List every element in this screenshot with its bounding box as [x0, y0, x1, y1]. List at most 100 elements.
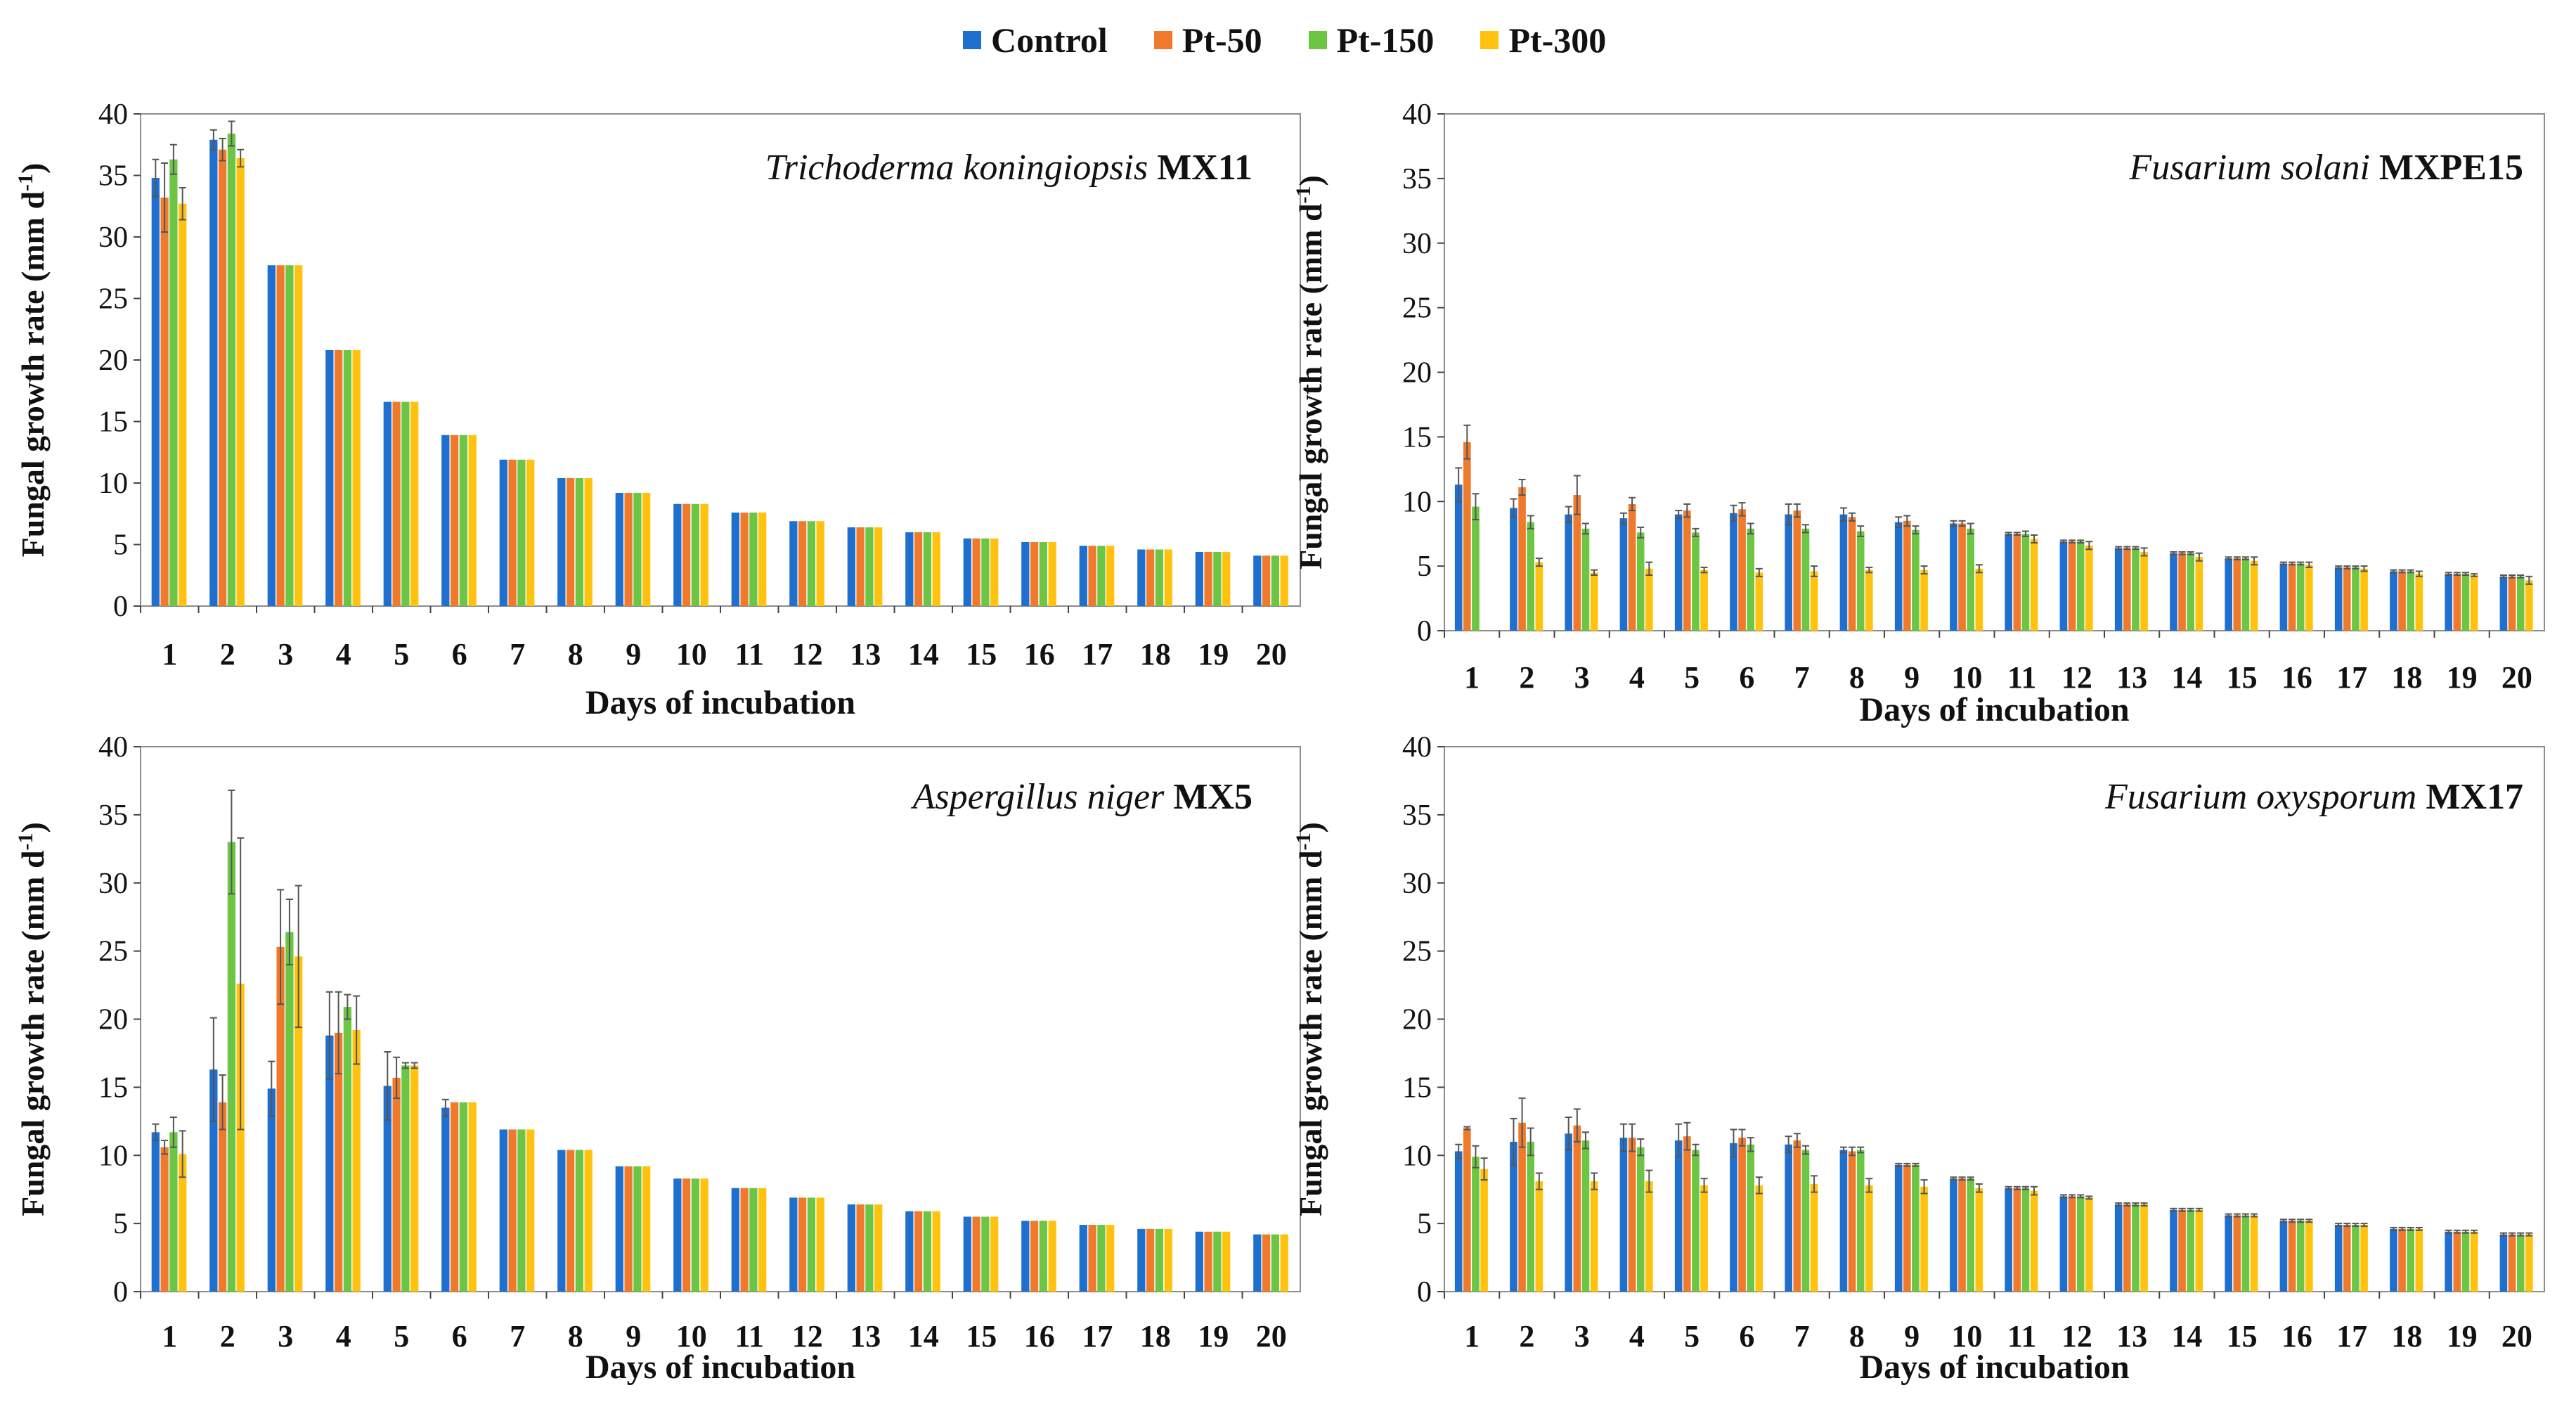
bar-pt-150: [691, 1178, 700, 1292]
bar-pt-50: [2178, 1209, 2186, 1292]
y-tick-label: 35: [1402, 799, 1432, 832]
bar-pt-300: [236, 158, 245, 606]
bar-pt-300: [1048, 1221, 1056, 1292]
bar-pt-150: [2296, 1221, 2305, 1292]
bar-control: [1021, 1221, 1030, 1292]
y-tick-label: 15: [98, 1072, 128, 1104]
bar-pt-50: [1146, 1228, 1155, 1292]
x-tick-label: 12: [792, 637, 823, 671]
bar-pt-150: [807, 1197, 816, 1292]
bar-control: [267, 1088, 276, 1292]
bar-control: [2499, 1234, 2508, 1292]
legend-label-control: Control: [991, 20, 1108, 60]
y-tick-label: 5: [1417, 551, 1432, 583]
y-tick-label: 5: [113, 529, 128, 562]
bar-pt-50: [160, 198, 169, 606]
bar-pt-300: [584, 478, 593, 606]
bar-control: [2005, 534, 2012, 631]
bar-control: [2225, 1215, 2232, 1292]
x-tick-label: 1: [162, 1319, 177, 1353]
x-tick-label: 18: [1140, 1319, 1171, 1353]
x-tick-label: 5: [1684, 1319, 1700, 1353]
x-tick-label: 9: [626, 637, 641, 671]
bar-pt-300: [990, 538, 999, 606]
bar-pt-150: [1912, 529, 1920, 631]
bar-pt-150: [1527, 522, 1535, 631]
x-tick-label: 7: [510, 1319, 525, 1353]
bar-pt-150: [2296, 563, 2305, 631]
bar-pt-300: [526, 459, 535, 606]
legend-item-pt-150: Pt-150: [1308, 20, 1434, 60]
x-tick-label: 13: [850, 637, 881, 671]
bar-control: [2334, 1225, 2343, 1292]
y-axis-label: Fungal growth rate (mm d-1): [14, 163, 51, 558]
y-tick-label: 25: [1402, 292, 1432, 325]
bar-pt-50: [856, 1204, 865, 1292]
y-tick-label: 30: [98, 868, 128, 900]
bar-control: [673, 1178, 682, 1292]
bar-pt-300: [1755, 1185, 1763, 1292]
bar-pt-300: [410, 1065, 419, 1292]
bar-control: [1950, 1178, 1957, 1292]
bar-control: [209, 1069, 218, 1292]
bar-pt-300: [410, 401, 419, 606]
bar-pt-300: [1645, 568, 1653, 631]
bar-pt-50: [1573, 1125, 1581, 1292]
x-axis-label: Days of incubation: [585, 1349, 855, 1386]
bar-pt-50: [218, 1102, 227, 1292]
bar-pt-50: [1628, 503, 1636, 631]
x-tick-label: 1: [1464, 660, 1480, 695]
bar-pt-150: [2516, 1234, 2525, 1292]
bar-pt-50: [1518, 1122, 1526, 1292]
bar-control: [383, 401, 391, 606]
bar-control: [1253, 555, 1262, 606]
bar-pt-50: [914, 1211, 923, 1292]
x-tick-label: 2: [220, 637, 235, 671]
bar-pt-300: [1280, 1234, 1288, 1292]
bar-pt-150: [1747, 1144, 1755, 1292]
plot-frame: [140, 113, 1301, 607]
legend-swatch-pt-150: [1308, 31, 1327, 49]
bar-pt-50: [2288, 1221, 2296, 1292]
bar-pt-150: [459, 435, 468, 606]
x-tick-label: 11: [2007, 1319, 2037, 1353]
bar-pt-150: [749, 1188, 758, 1292]
bar-pt-300: [1700, 1185, 1708, 1292]
bar-pt-300: [1920, 1186, 1928, 1292]
bar-pt-150: [285, 265, 294, 606]
bar-pt-50: [914, 532, 923, 606]
bar-pt-50: [2453, 1231, 2461, 1292]
x-tick-label: 10: [676, 1319, 707, 1353]
bar-pt-150: [1581, 1140, 1590, 1292]
bar-pt-300: [468, 435, 477, 606]
bar-pt-50: [2343, 1225, 2351, 1292]
bar-pt-150: [1213, 552, 1222, 606]
x-tick-label: 18: [1140, 637, 1171, 671]
y-tick-label: 20: [98, 1004, 128, 1036]
bar-pt-50: [1204, 552, 1212, 606]
bar-pt-50: [2123, 1204, 2131, 1292]
bar-pt-50: [1146, 549, 1155, 606]
bar-pt-50: [276, 946, 285, 1292]
x-tick-label: 6: [1739, 1319, 1754, 1353]
bar-pt-50: [1738, 509, 1746, 631]
bar-pt-150: [285, 932, 294, 1292]
x-tick-label: 17: [1082, 1319, 1113, 1353]
bar-pt-150: [227, 842, 236, 1292]
x-tick-label: 8: [1849, 660, 1865, 695]
bar-pt-300: [1590, 1181, 1598, 1292]
bar-pt-50: [1518, 487, 1526, 631]
bar-pt-150: [1692, 532, 1700, 631]
bar-control: [2114, 1204, 2123, 1292]
bar-pt-50: [160, 1147, 169, 1292]
x-tick-label: 10: [676, 637, 707, 671]
x-tick-label: 9: [626, 1319, 641, 1353]
panel-title: Aspergillus niger MX5: [911, 777, 1253, 817]
x-tick-label: 10: [1951, 660, 1982, 695]
x-tick-label: 6: [452, 637, 467, 671]
bar-pt-150: [2241, 1215, 2250, 1292]
legend-item-control: Control: [963, 20, 1108, 60]
bar-pt-300: [2030, 539, 2038, 631]
bar-pt-50: [682, 1178, 691, 1292]
